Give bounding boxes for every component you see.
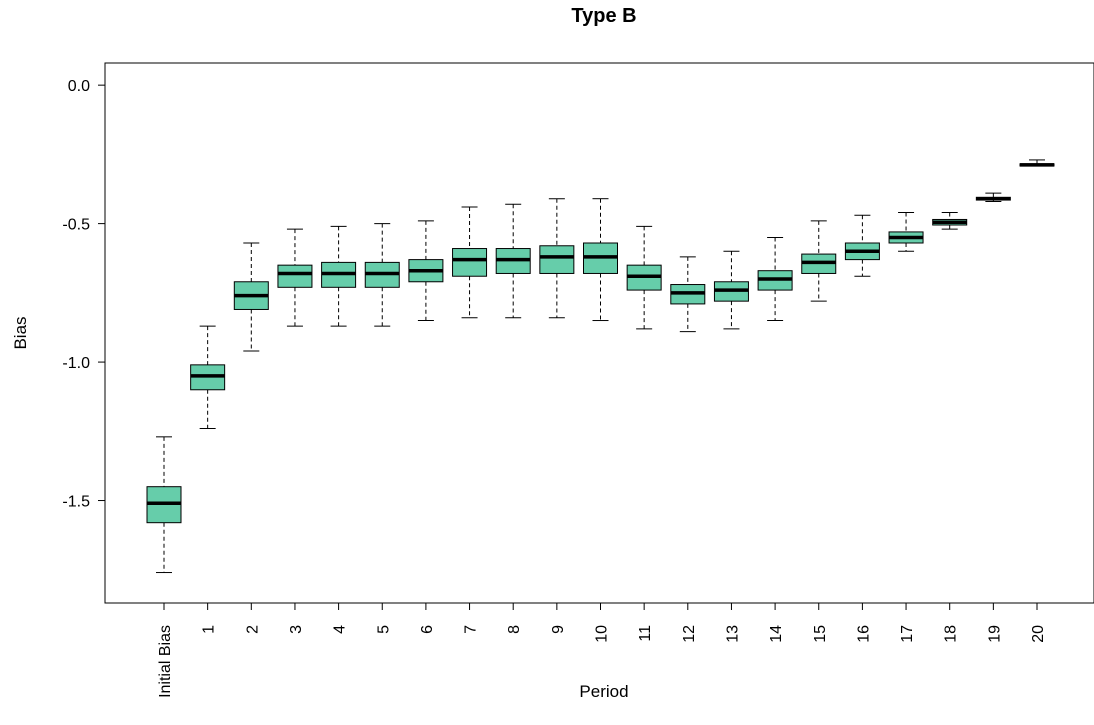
x-tick-label: 16 bbox=[855, 625, 872, 643]
x-tick-label: 11 bbox=[637, 625, 654, 642]
x-tick-label: 10 bbox=[594, 625, 611, 643]
box-2 bbox=[233, 242, 269, 352]
x-tick-label: 3 bbox=[288, 625, 305, 634]
box-3 bbox=[277, 228, 313, 327]
y-axis-label: Bias bbox=[11, 316, 30, 349]
box-1 bbox=[190, 325, 226, 430]
box-13 bbox=[713, 250, 749, 330]
box-6 bbox=[408, 220, 444, 322]
x-tick-label: 17 bbox=[899, 625, 916, 643]
x-tick-label: 5 bbox=[375, 625, 392, 634]
x-axis: Initial Bias 1 2 3 4 5 6 7 8 9 10 11 12 13 14 15 16 17 18 1… bbox=[157, 602, 1047, 698]
x-tick-label: 6 bbox=[419, 625, 436, 634]
x-axis-label: Period bbox=[579, 682, 628, 701]
box-20 bbox=[1019, 159, 1055, 167]
x-tick-label: Initial Bias bbox=[157, 625, 174, 698]
plot-frame bbox=[104, 62, 1094, 604]
x-tick-label: 9 bbox=[550, 625, 567, 634]
x-tick-label: 15 bbox=[812, 625, 829, 643]
box-15 bbox=[801, 220, 837, 302]
y-axis: 0.0 -0.5 -1.0 -1.5 bbox=[62, 78, 106, 511]
box-12 bbox=[670, 256, 706, 333]
x-tick-label: 8 bbox=[506, 625, 523, 634]
chart-title: Type B bbox=[571, 5, 636, 27]
box-5 bbox=[364, 223, 400, 327]
x-tick-label: 20 bbox=[1030, 625, 1047, 643]
x-tick-label: 14 bbox=[768, 625, 785, 643]
box-17 bbox=[888, 212, 924, 252]
x-tick-label: 1 bbox=[201, 625, 218, 634]
y-tick-label: -0.5 bbox=[62, 217, 90, 234]
box-7 bbox=[452, 206, 488, 319]
iqr-box bbox=[277, 264, 313, 288]
box-4 bbox=[321, 225, 357, 327]
y-tick-label: -1.0 bbox=[62, 355, 90, 372]
box-19 bbox=[975, 192, 1011, 202]
x-tick-label: 12 bbox=[681, 625, 698, 643]
box-18 bbox=[932, 212, 968, 230]
box-16 bbox=[844, 214, 880, 277]
x-tick-label: 13 bbox=[724, 625, 741, 643]
y-tick-label: -1.5 bbox=[62, 494, 90, 511]
box-initial-bias bbox=[146, 436, 182, 574]
x-tick-label: 4 bbox=[332, 625, 349, 634]
boxes-group bbox=[146, 159, 1055, 574]
box-8 bbox=[495, 203, 531, 319]
iqr-box bbox=[452, 248, 488, 277]
box-9 bbox=[539, 198, 575, 319]
x-tick-label: 18 bbox=[943, 625, 960, 643]
box-10 bbox=[583, 198, 618, 322]
x-tick-label: 2 bbox=[244, 625, 261, 634]
x-tick-label: 7 bbox=[463, 625, 480, 634]
iqr-box bbox=[539, 245, 575, 274]
x-tick-label: 19 bbox=[986, 625, 1003, 643]
box-14 bbox=[757, 236, 793, 322]
box-11 bbox=[626, 225, 662, 330]
y-tick-label: 0.0 bbox=[68, 78, 90, 95]
